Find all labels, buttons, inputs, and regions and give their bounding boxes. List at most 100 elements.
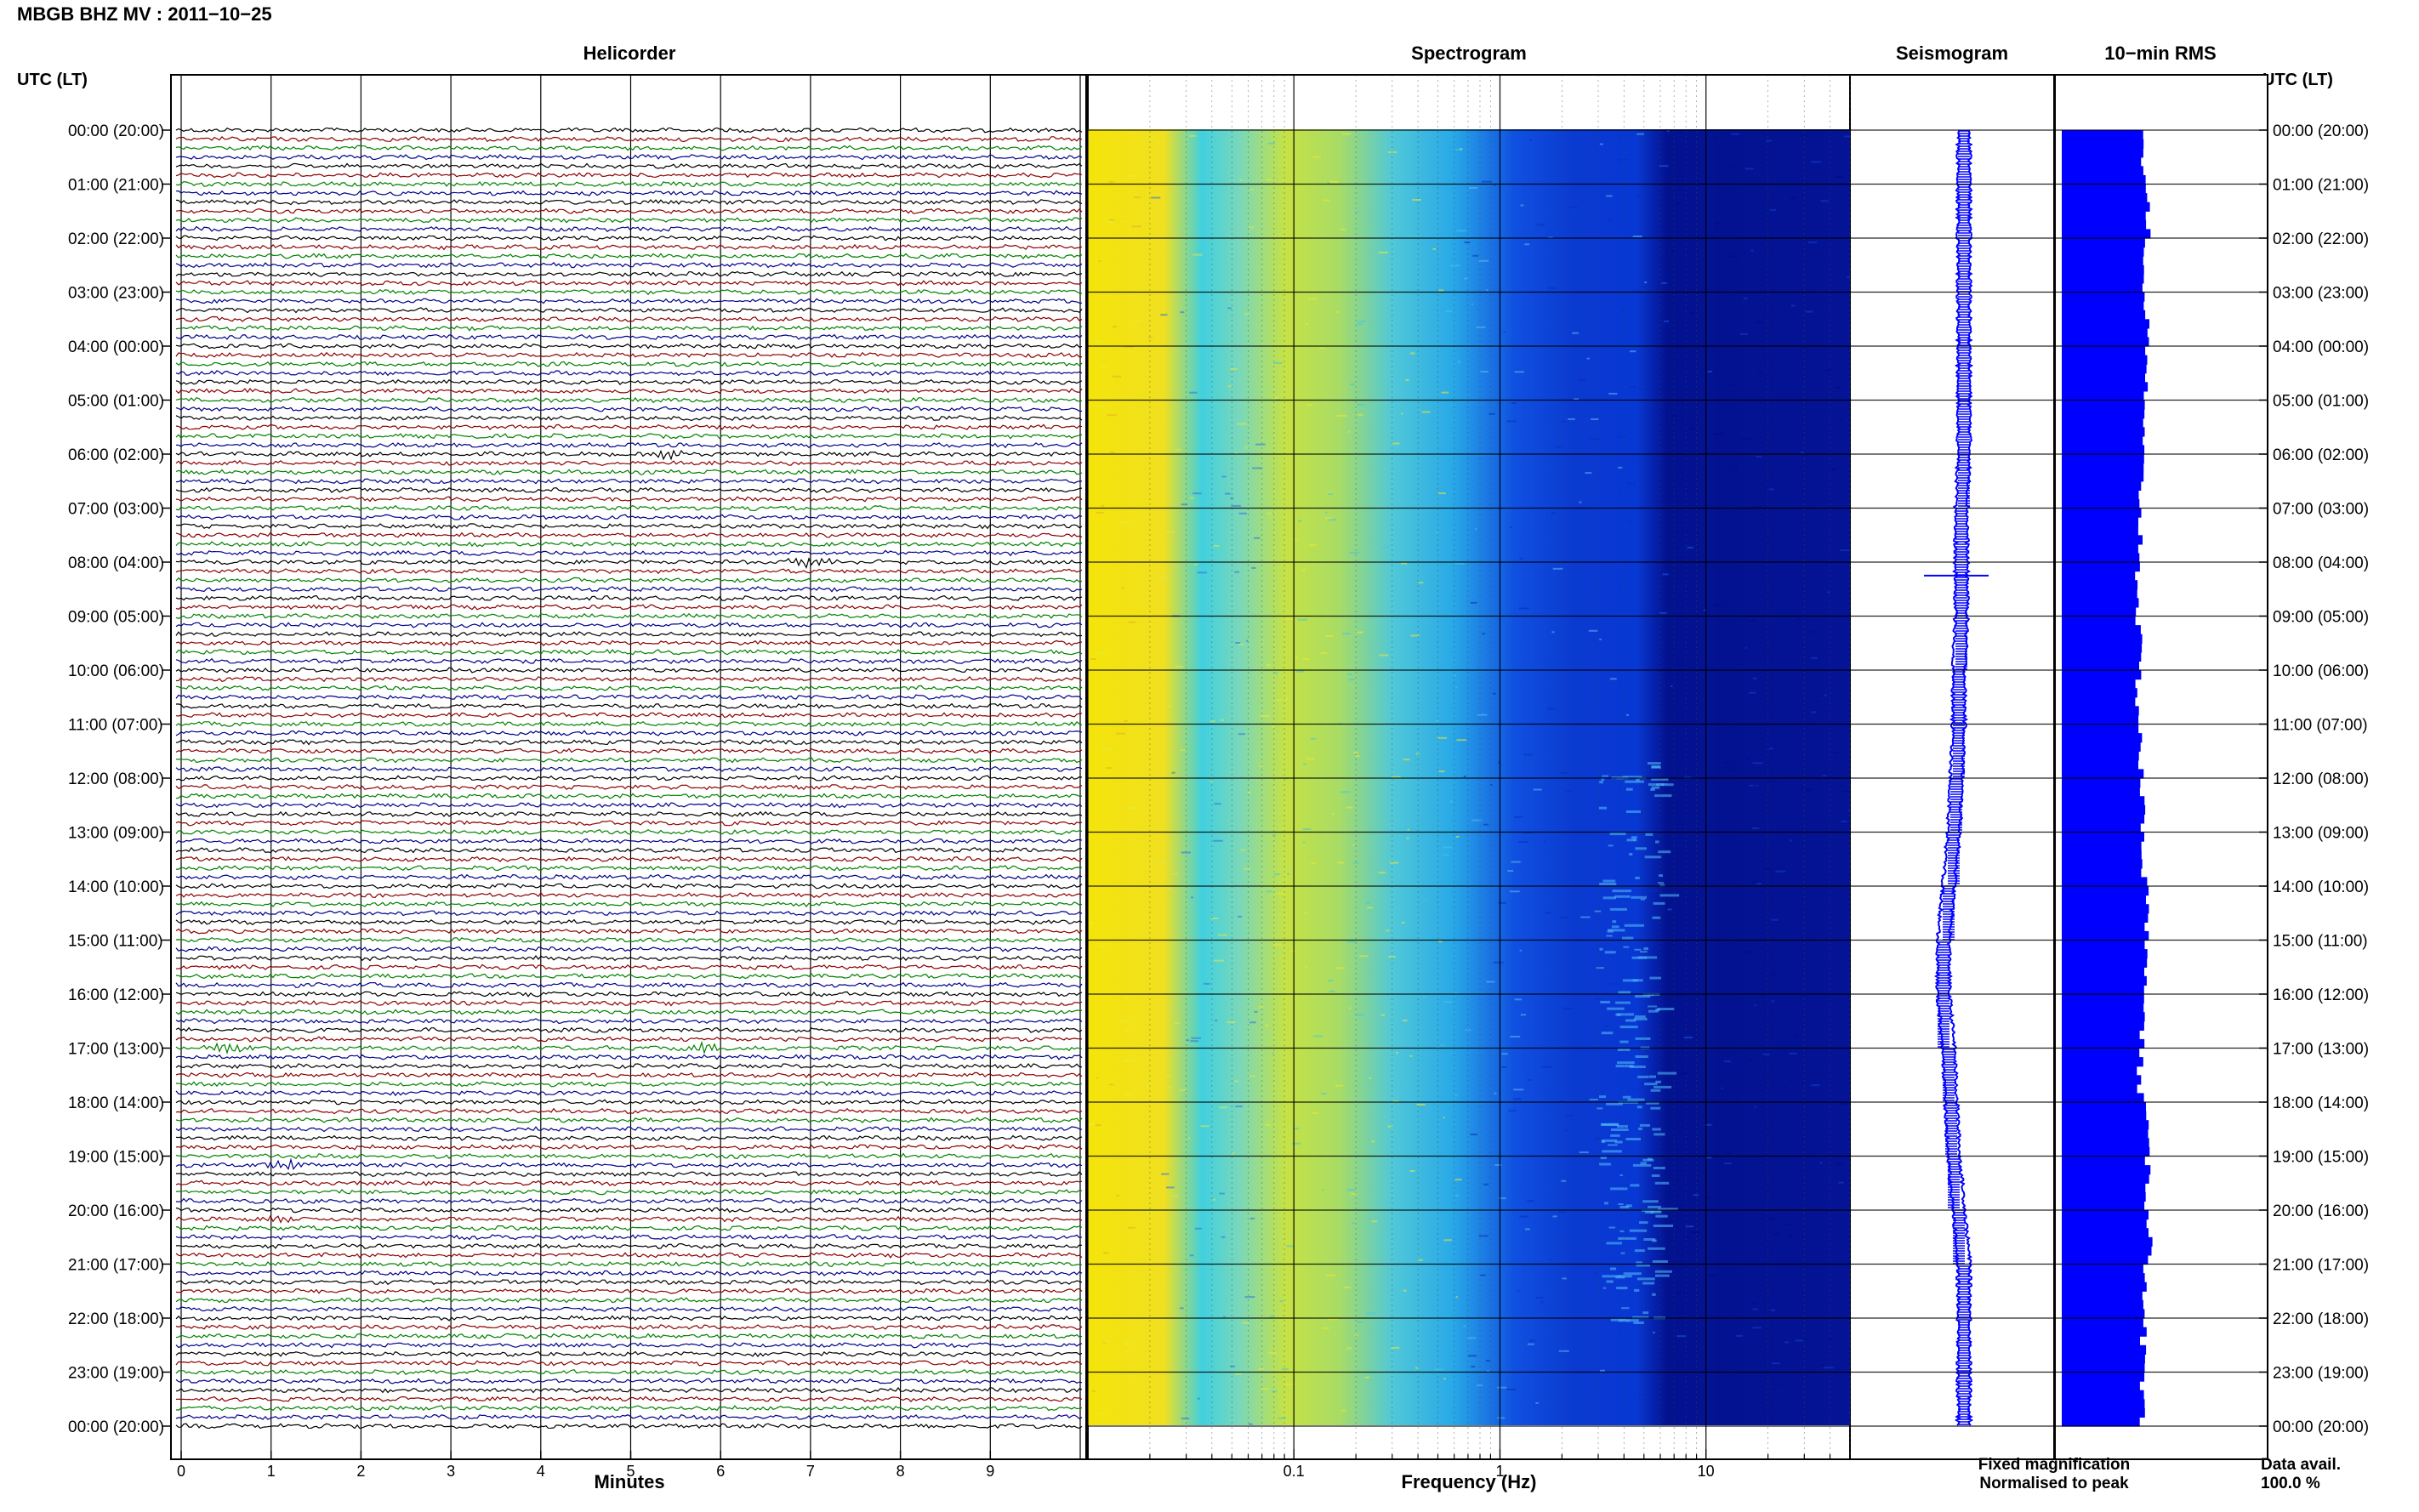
spectrogram-speckle — [1476, 326, 1486, 328]
spectrogram-speckle — [1214, 959, 1224, 962]
helicorder-trace — [175, 1242, 1083, 1250]
rms-bar — [2062, 372, 2145, 383]
helicorder-trace — [175, 128, 1083, 134]
spectrogram-speckle — [1369, 1077, 1372, 1079]
spectrogram-speckle — [1311, 862, 1317, 865]
spectrogram-speckle — [1501, 1066, 1507, 1068]
rms-bar — [2062, 804, 2146, 815]
spectrogram-speckle — [1105, 767, 1113, 770]
rms-bar — [2062, 634, 2143, 644]
rms-bar — [2062, 445, 2145, 455]
spectrogram-speckle — [1435, 531, 1438, 534]
spectrogram-x-tick-label: 1 — [1495, 1463, 1504, 1480]
spectrogram-speckle — [1230, 1365, 1236, 1367]
spectrogram-speckle — [1237, 423, 1247, 425]
spectrogram-speckle — [1134, 320, 1142, 322]
helicorder-trace — [175, 1395, 1083, 1402]
helicorder-trace — [175, 523, 1083, 530]
spectrogram-speckle — [1622, 1095, 1631, 1099]
spectrogram-speckle — [1619, 1275, 1632, 1278]
spectrogram-speckle — [1651, 219, 1653, 222]
helicorder-trace — [175, 217, 1083, 224]
spectrogram-speckle — [1733, 466, 1739, 469]
time-label-left: 12:00 (08:00) — [68, 770, 164, 788]
spectrogram-speckle — [1379, 654, 1389, 657]
rms-bar — [2062, 562, 2140, 572]
spectrogram-speckle — [1751, 827, 1760, 830]
spectrogram-speckle — [1721, 1087, 1723, 1089]
rms-bar — [2062, 733, 2143, 743]
spectrogram-speckle — [1438, 289, 1444, 292]
spectrogram-speckle — [1745, 168, 1754, 170]
rms-bar — [2062, 1083, 2137, 1094]
spectrogram-title: Spectrogram — [1411, 43, 1527, 64]
rms-title: 10−min RMS — [2104, 43, 2216, 64]
spectrogram-speckle — [1506, 1388, 1516, 1390]
rms-bar — [2062, 543, 2138, 554]
spectrogram-speckle — [1513, 1098, 1522, 1100]
spectrogram-speckle — [1510, 1036, 1521, 1037]
spectrogram-speckle — [1620, 1252, 1625, 1254]
spectrogram-speckle — [1241, 1322, 1249, 1324]
spectrogram-speckle — [1610, 1318, 1627, 1322]
spectrogram-speckle — [1529, 139, 1532, 141]
spectrogram-speckle — [1255, 443, 1266, 446]
time-label-right: 01:00 (21:00) — [2273, 177, 2369, 195]
spectrogram-speckle — [1112, 326, 1117, 328]
spectrogram-speckle — [1841, 821, 1847, 823]
rms-bar — [2062, 904, 2149, 914]
spectrogram-speckle — [1609, 982, 1618, 985]
spectrogram-speckle — [1327, 492, 1333, 495]
rms-bar — [2062, 490, 2139, 500]
helicorder-trace — [175, 406, 1083, 412]
spectrogram-speckle — [1380, 546, 1390, 549]
spectrogram-speckle — [1499, 1197, 1506, 1200]
spectrogram-speckle — [1386, 929, 1390, 932]
spectrogram-speckle — [1366, 1312, 1375, 1315]
spectrogram-speckle — [1294, 657, 1299, 659]
rms-bar — [2062, 814, 2145, 824]
spectrogram-speckle — [1165, 531, 1175, 533]
spectrogram-speckle — [1441, 391, 1449, 394]
helicorder-trace — [175, 415, 1083, 422]
spectrogram-speckle — [1498, 901, 1506, 904]
spectrogram-speckle — [1197, 1397, 1200, 1400]
rms-bar — [2062, 1246, 2152, 1256]
helicorder-trace — [175, 802, 1083, 809]
spectrogram-speckle — [1327, 519, 1337, 521]
spectrogram-speckle — [1492, 692, 1496, 695]
helicorder-x-ticks: 0 1 2 3 4 5 6 7 8 9 — [177, 1463, 994, 1480]
spectrogram-speckle — [1227, 1021, 1236, 1024]
rms-bar — [2062, 1407, 2145, 1418]
spectrogram-speckle — [1608, 392, 1618, 395]
spectrogram-speckle — [1676, 1292, 1682, 1294]
rms-bar — [2062, 571, 2136, 581]
spectrogram-speckle — [1614, 1140, 1623, 1144]
spectrogram-speckle — [1638, 1127, 1642, 1130]
rms-bar — [2062, 1372, 2145, 1382]
spectrogram-speckle — [1406, 837, 1409, 839]
spectrogram-speckle — [1618, 991, 1631, 994]
rms-bar — [2062, 327, 2148, 338]
spectrogram-speckle — [1246, 639, 1249, 642]
spectrogram-speckle — [1503, 331, 1505, 333]
rms-bar — [2062, 1210, 2149, 1220]
helicorder-x-tick-label: 4 — [537, 1463, 545, 1480]
spectrogram-speckle — [1110, 451, 1115, 453]
spectrogram-speckle — [1648, 762, 1661, 765]
spectrogram-speckle — [1096, 1413, 1106, 1415]
rms-bar — [2062, 994, 2144, 1004]
helicorder-trace — [175, 981, 1083, 989]
spectrogram-speckle — [1416, 1104, 1426, 1106]
spectrogram-speckle — [1606, 935, 1613, 937]
spectrogram-speckle — [1121, 220, 1124, 223]
spectrogram-speckle — [1272, 396, 1278, 399]
rms-bar — [2062, 463, 2144, 473]
spectrogram-speckle — [1180, 749, 1187, 752]
spectrogram-speckle — [1483, 1183, 1488, 1185]
time-label-right: 13:00 (09:00) — [2273, 825, 2369, 843]
spectrogram-speckle — [1415, 1338, 1421, 1340]
spectrogram-speckle — [1606, 195, 1613, 197]
spectrogram-speckle — [1609, 833, 1626, 836]
spectrogram-speckle — [1633, 1322, 1644, 1324]
